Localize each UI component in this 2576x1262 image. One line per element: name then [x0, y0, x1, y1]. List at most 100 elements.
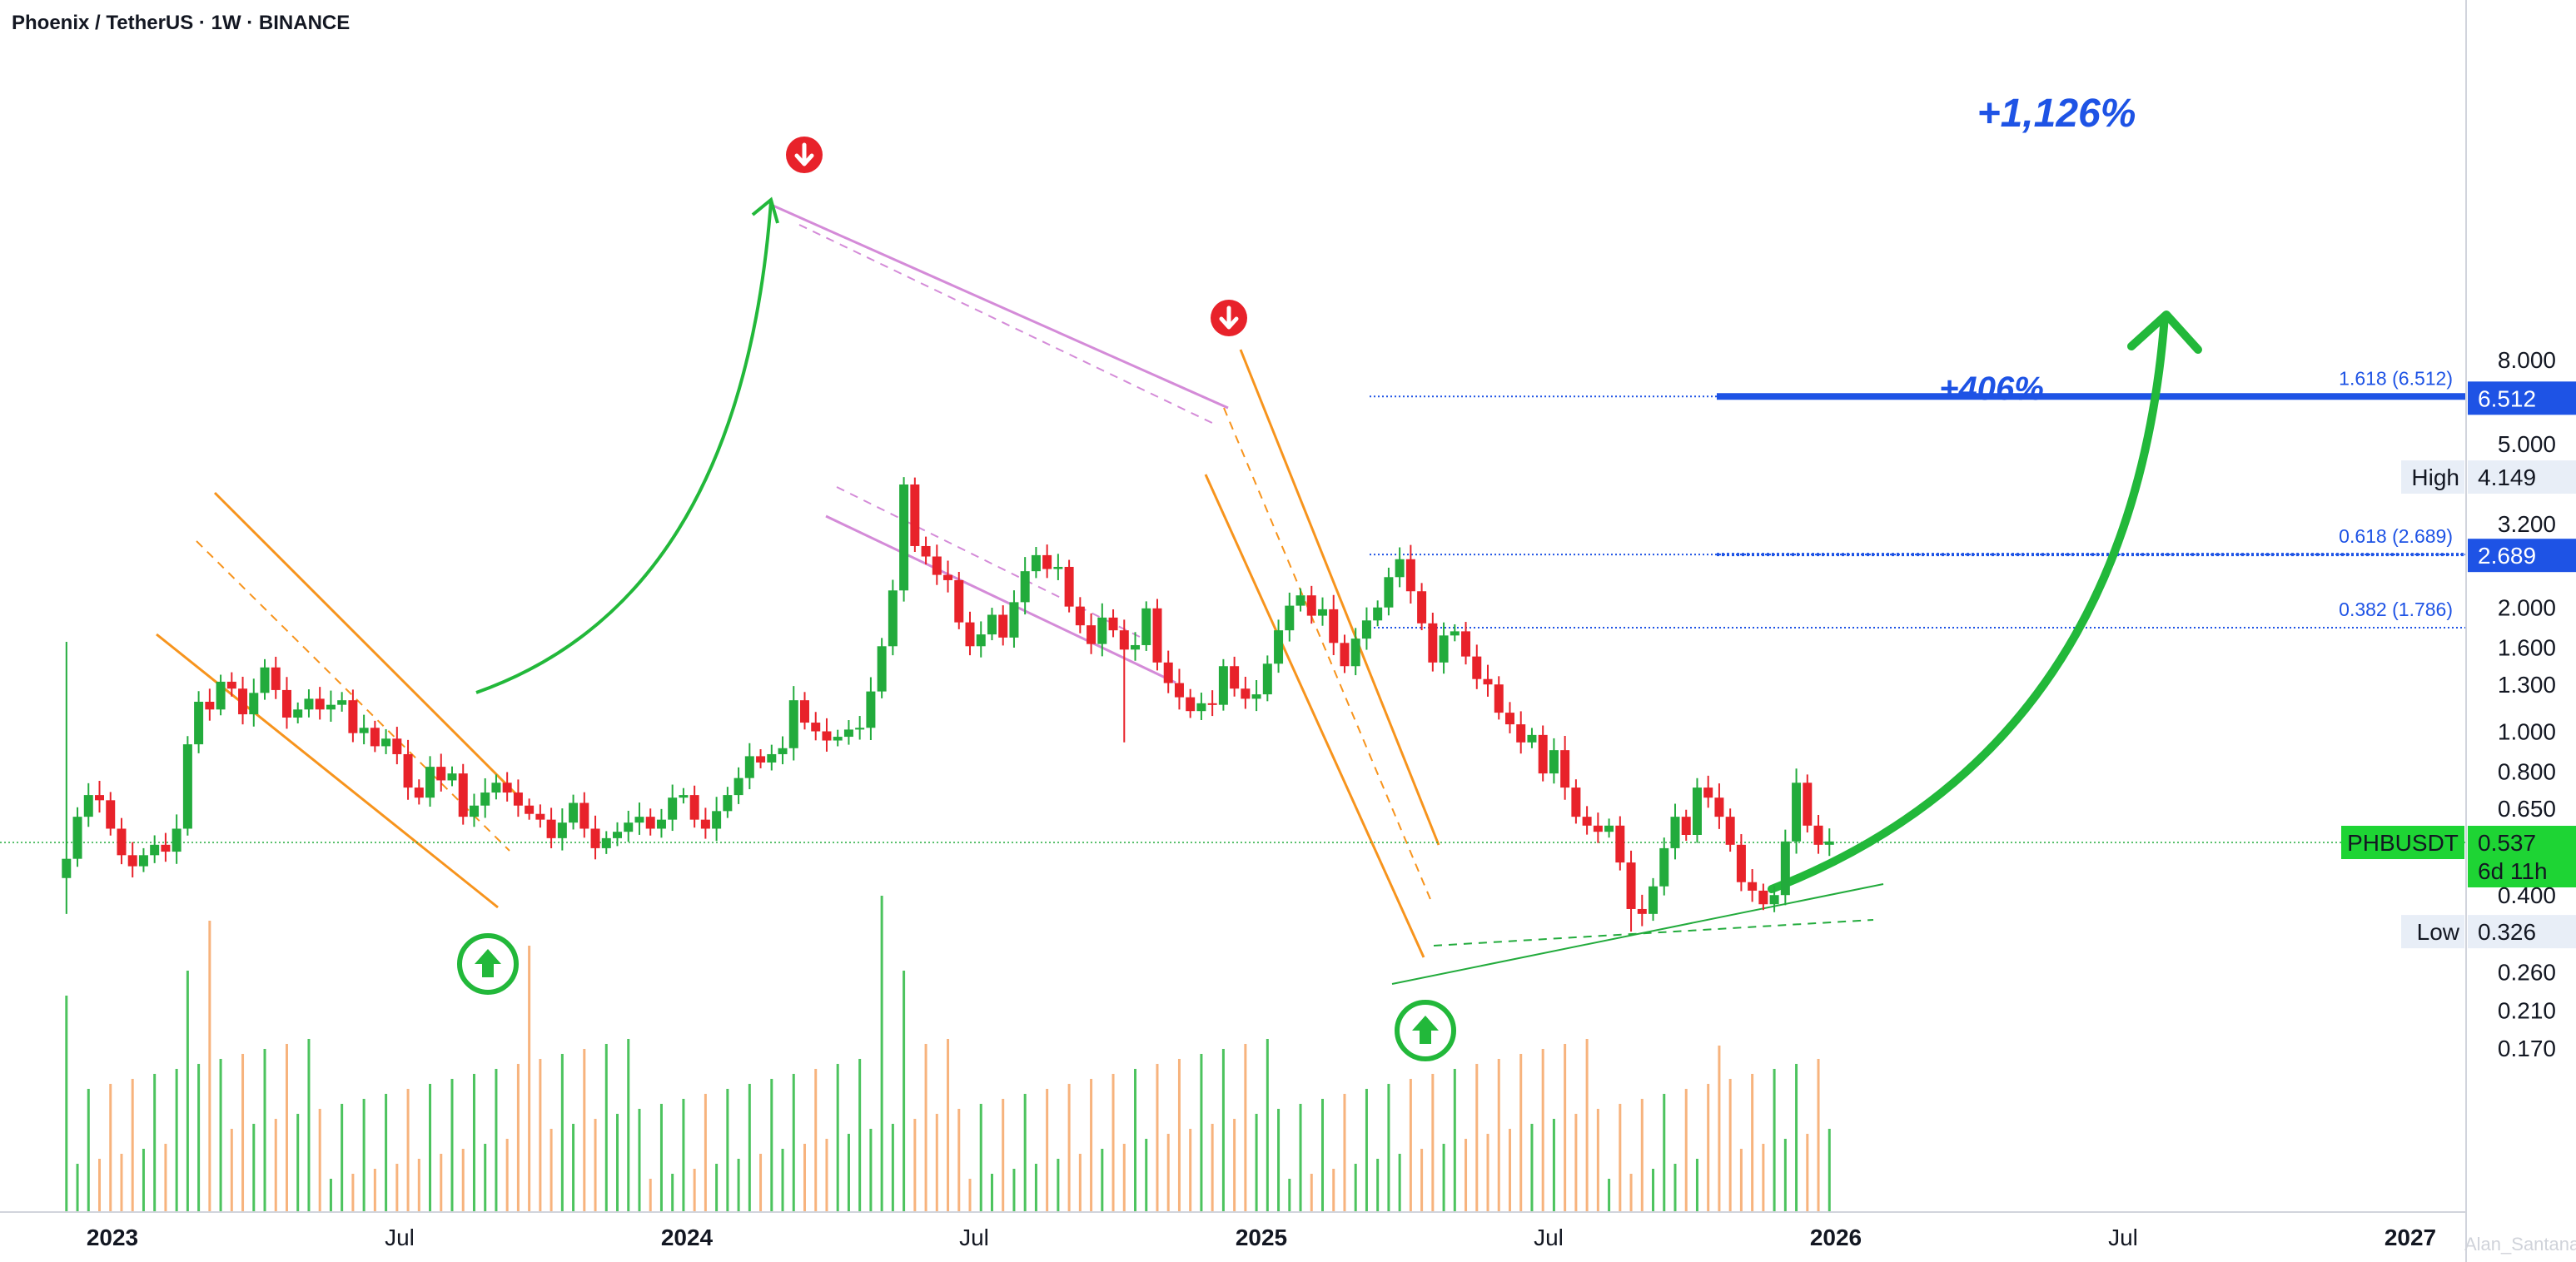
- candle-body[interactable]: [1350, 638, 1360, 667]
- fib-1618-price-badge[interactable]: 6.512: [2468, 381, 2576, 415]
- candle-body[interactable]: [954, 579, 964, 623]
- candle-body[interactable]: [601, 837, 611, 848]
- candle-body[interactable]: [226, 681, 236, 689]
- candle-body[interactable]: [1241, 688, 1251, 699]
- candle-body[interactable]: [535, 813, 545, 820]
- high-price-badge[interactable]: High 4.149: [2401, 460, 2576, 494]
- candle-body[interactable]: [855, 728, 865, 730]
- candle-body[interactable]: [1031, 554, 1041, 572]
- candle-body[interactable]: [756, 756, 766, 763]
- candle-body[interactable]: [1131, 644, 1141, 650]
- candle-body[interactable]: [613, 832, 623, 838]
- candle-body[interactable]: [304, 698, 314, 710]
- candle-body[interactable]: [1725, 817, 1735, 845]
- candle-body[interactable]: [910, 484, 920, 546]
- candle-body[interactable]: [634, 817, 644, 823]
- candle-body[interactable]: [425, 767, 435, 798]
- candle-body[interactable]: [1504, 713, 1514, 725]
- candle-body[interactable]: [1218, 666, 1228, 705]
- low-price-badge[interactable]: Low 0.326: [2401, 915, 2576, 949]
- candle-body[interactable]: [1395, 559, 1405, 578]
- candle-body[interactable]: [1340, 643, 1350, 667]
- candle-body[interactable]: [843, 729, 853, 738]
- candle-body[interactable]: [127, 855, 137, 867]
- candle-body[interactable]: [943, 574, 953, 580]
- candle-body[interactable]: [62, 858, 72, 878]
- candle-body[interactable]: [1681, 817, 1691, 835]
- candle-body[interactable]: [458, 773, 468, 817]
- candle-body[interactable]: [1285, 605, 1295, 631]
- candle-body[interactable]: [656, 819, 666, 829]
- candle-body[interactable]: [1571, 788, 1581, 817]
- candle-body[interactable]: [1152, 608, 1162, 663]
- candle-body[interactable]: [1626, 862, 1636, 909]
- candles[interactable]: [62, 477, 1834, 932]
- candle-body[interactable]: [1714, 797, 1724, 817]
- candle-body[interactable]: [1163, 662, 1173, 683]
- candle-body[interactable]: [700, 819, 710, 829]
- candle-body[interactable]: [150, 844, 160, 856]
- candle-body[interactable]: [1593, 825, 1603, 832]
- candle-body[interactable]: [1087, 625, 1097, 644]
- candle-body[interactable]: [281, 689, 291, 718]
- candle-body[interactable]: [491, 783, 501, 793]
- candle-body[interactable]: [1758, 890, 1768, 905]
- fib-0618-price-badge[interactable]: 2.689: [2468, 539, 2576, 573]
- candle-body[interactable]: [1141, 608, 1151, 645]
- candle-body[interactable]: [998, 614, 1008, 638]
- candle-body[interactable]: [1186, 697, 1196, 712]
- candle-body[interactable]: [1560, 750, 1570, 788]
- candle-body[interactable]: [1174, 683, 1184, 698]
- candle-body[interactable]: [436, 767, 446, 781]
- candle-body[interactable]: [1384, 577, 1394, 608]
- candle-body[interactable]: [624, 822, 634, 832]
- candle-body[interactable]: [546, 819, 556, 838]
- candle-body[interactable]: [976, 634, 986, 647]
- candle-body[interactable]: [1494, 684, 1504, 713]
- candle-body[interactable]: [734, 778, 743, 796]
- candle-body[interactable]: [1549, 750, 1559, 774]
- candle-body[interactable]: [888, 590, 898, 647]
- candle-body[interactable]: [359, 728, 369, 733]
- candle-body[interactable]: [1582, 817, 1592, 826]
- candle-body[interactable]: [668, 797, 678, 820]
- candle-body[interactable]: [1020, 571, 1030, 603]
- candle-body[interactable]: [1262, 663, 1272, 695]
- candle-body[interactable]: [348, 700, 358, 733]
- candle-body[interactable]: [216, 681, 226, 710]
- candle-body[interactable]: [403, 753, 413, 788]
- candle-body[interactable]: [1251, 694, 1261, 699]
- candle-body[interactable]: [1769, 895, 1779, 905]
- candle-body[interactable]: [1649, 886, 1658, 914]
- candle-body[interactable]: [1196, 703, 1206, 712]
- candle-body[interactable]: [1230, 666, 1240, 689]
- candle-body[interactable]: [315, 698, 325, 710]
- candle-body[interactable]: [811, 723, 821, 732]
- candle-body[interactable]: [1108, 617, 1118, 631]
- candle-body[interactable]: [381, 738, 391, 747]
- candle-body[interactable]: [590, 828, 600, 848]
- candle-body[interactable]: [778, 748, 788, 754]
- candle-body[interactable]: [921, 545, 931, 557]
- candle-body[interactable]: [965, 622, 975, 647]
- candle-body[interactable]: [326, 704, 336, 710]
- candle-body[interactable]: [1317, 609, 1327, 616]
- candle-body[interactable]: [525, 805, 535, 814]
- candle-body[interactable]: [1527, 734, 1537, 743]
- candle-body[interactable]: [1824, 841, 1834, 845]
- candle-body[interactable]: [1670, 817, 1680, 848]
- candle-body[interactable]: [1748, 882, 1758, 891]
- candle-body[interactable]: [1461, 631, 1471, 657]
- candle-body[interactable]: [1373, 607, 1383, 621]
- candle-body[interactable]: [569, 802, 579, 823]
- candle-body[interactable]: [932, 556, 942, 575]
- candle-body[interactable]: [117, 828, 127, 856]
- candle-body[interactable]: [1053, 566, 1063, 569]
- candle-body[interactable]: [1516, 724, 1526, 743]
- candle-body[interactable]: [138, 855, 148, 867]
- candle-body[interactable]: [249, 693, 259, 715]
- candle-body[interactable]: [679, 795, 689, 798]
- candle-body[interactable]: [1538, 734, 1548, 774]
- candle-body[interactable]: [1659, 847, 1669, 887]
